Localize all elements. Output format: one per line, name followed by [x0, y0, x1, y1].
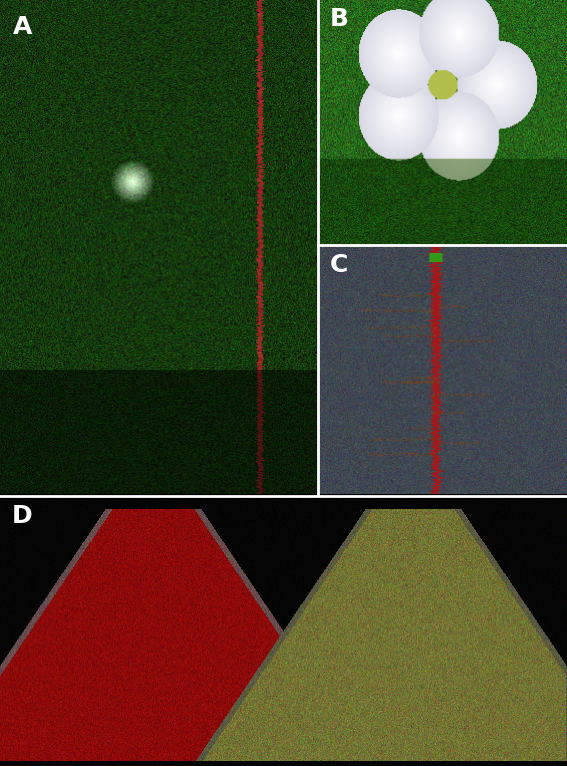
Text: D: D	[11, 505, 32, 529]
Text: C: C	[330, 253, 348, 277]
Text: B: B	[330, 8, 349, 31]
Text: A: A	[12, 15, 32, 39]
